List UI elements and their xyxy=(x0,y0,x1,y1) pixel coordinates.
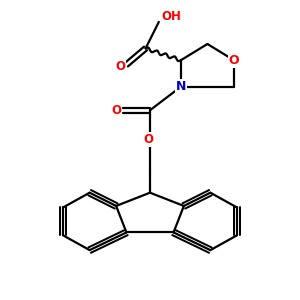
Text: O: O xyxy=(115,60,125,73)
Text: O: O xyxy=(229,54,239,67)
Text: OH: OH xyxy=(162,10,182,22)
Text: O: O xyxy=(143,133,154,146)
Text: N: N xyxy=(176,80,186,93)
Text: O: O xyxy=(111,104,121,117)
